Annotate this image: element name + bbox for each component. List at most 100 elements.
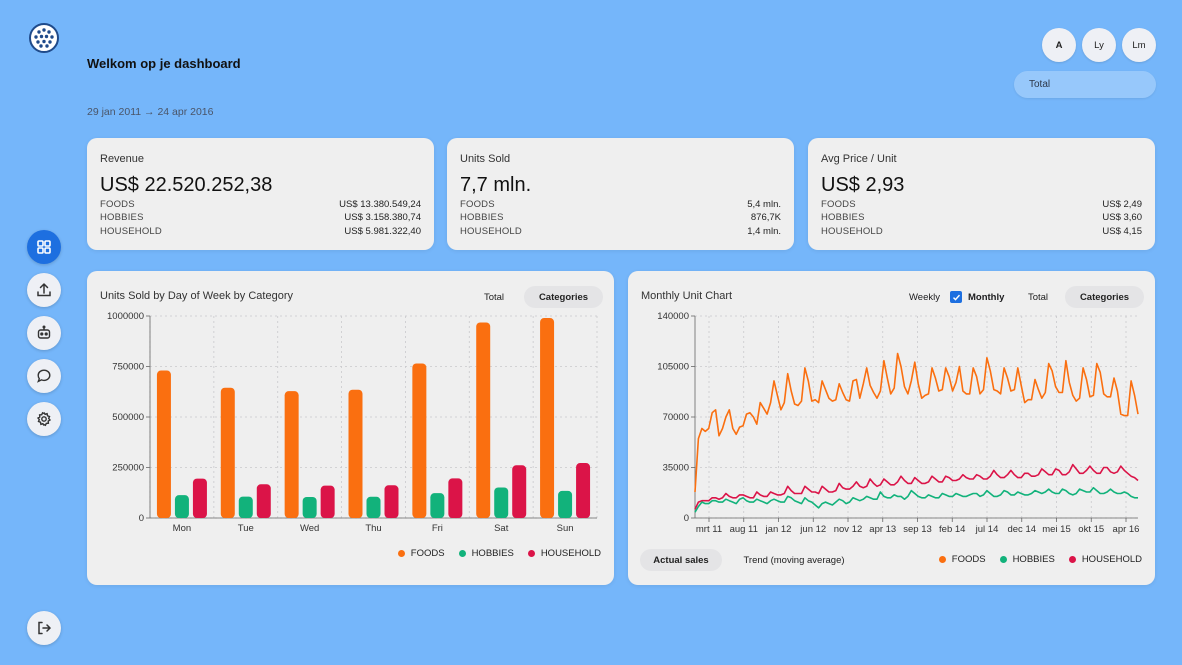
legend-item-hobbies[interactable]: HOBBIES: [458, 548, 514, 559]
monthly-checkbox[interactable]: [950, 291, 962, 303]
x-tick-label: Tue: [238, 523, 254, 534]
kpi-row-value: 1,4 mln.: [747, 225, 781, 237]
kpi-value: 7,7 mln.: [460, 174, 532, 196]
weekly-label: Weekly: [909, 291, 940, 303]
kpi-row-value: US$ 5.981.322,40: [344, 225, 421, 237]
nav-bot-button[interactable]: [27, 316, 61, 350]
y-tick-label: 250000: [112, 463, 144, 474]
household-dot-icon: [527, 550, 535, 557]
robot-icon: [37, 325, 51, 339]
bar-household: [384, 485, 399, 518]
legend-item-foods[interactable]: FOODS: [397, 548, 445, 559]
kpi-row-value: US$ 13.380.549,24: [339, 199, 421, 210]
legend-label: HOBBIES: [1012, 554, 1055, 565]
x-tick-label: jan 12: [765, 524, 792, 535]
nav-upload-button[interactable]: [27, 273, 61, 307]
kpi-row: HOUSEHOLD US$ 4,15: [821, 226, 1142, 239]
nav-settings-button[interactable]: [27, 402, 61, 436]
legend-item-household[interactable]: HOUSEHOLD: [1068, 554, 1142, 565]
kpi-row-value: US$ 3,60: [1102, 212, 1142, 224]
hobbies-dot-icon: [458, 550, 466, 557]
bar-hobbies: [558, 490, 573, 518]
x-tick-label: aug 11: [730, 524, 758, 535]
weekday-categories-toggle[interactable]: Categories: [524, 286, 603, 308]
bar-foods: [220, 387, 235, 518]
x-tick-label: Fri: [432, 523, 443, 534]
x-tick-label: okt 15: [1078, 524, 1104, 535]
kpi-value: US$ 22.520.252,38: [100, 174, 273, 196]
weekday-chart-card: Units Sold by Day of Week by Category To…: [87, 271, 614, 585]
x-tick-label: nov 12: [834, 524, 863, 535]
y-tick-label: 750000: [112, 362, 144, 373]
bar-hobbies: [302, 496, 317, 518]
upload-icon: [37, 282, 51, 297]
legend-item-household[interactable]: HOUSEHOLD: [527, 548, 601, 559]
x-tick-label: jul 14: [975, 524, 999, 535]
legend-label: HOUSEHOLD: [540, 548, 601, 559]
kpi-row-category: HOUSEHOLD: [100, 225, 162, 237]
kpi-row-value: US$ 4,15: [1102, 225, 1142, 237]
kpi-row: FOODS 5,4 mln.: [460, 199, 781, 212]
kpi-label: Avg Price / Unit: [821, 153, 897, 165]
monthly-categories-toggle[interactable]: Categories: [1065, 286, 1144, 308]
weekday-legend: FOODS HOBBIES HOUSEHOLD: [397, 548, 601, 559]
kpi-row-category: HOBBIES: [821, 212, 865, 224]
foods-dot-icon: [938, 556, 946, 563]
legend-item-hobbies[interactable]: HOBBIES: [999, 554, 1055, 565]
bar-foods: [412, 363, 427, 518]
weekly-checkbox[interactable]: [891, 291, 903, 303]
kpi-label: Units Sold: [460, 153, 511, 165]
x-tick-label: dec 14: [1007, 524, 1036, 535]
kpi-row: HOBBIES 876,7K: [460, 212, 781, 225]
store-select[interactable]: Total: [1014, 71, 1156, 98]
legend-label: FOODS: [951, 554, 986, 565]
kpi-row-value: 5,4 mln.: [747, 199, 781, 210]
bar-hobbies: [366, 496, 381, 518]
bar-hobbies: [430, 493, 445, 518]
legend-item-foods[interactable]: FOODS: [938, 554, 986, 565]
bar-household: [192, 478, 207, 518]
actual-sales-button[interactable]: Actual sales: [640, 549, 722, 571]
units-sold-card: Units Sold 7,7 mln. FOODS 5,4 mln. HOBBIE…: [447, 138, 794, 250]
date-range: 29 jan 2011 → 24 apr 2016: [87, 106, 214, 118]
kpi-row-value: US$ 2,49: [1102, 199, 1142, 210]
logout-button[interactable]: [27, 611, 61, 645]
kpi-row-category: HOBBIES: [100, 212, 144, 224]
range-last-month-button[interactable]: Lm: [1122, 28, 1156, 62]
kpi-row: FOODS US$ 2,49: [821, 199, 1142, 212]
nav-dashboard-button[interactable]: [27, 230, 61, 264]
kpi-row-category: FOODS: [460, 199, 495, 210]
hobbies-dot-icon: [999, 556, 1007, 563]
kpi-row: HOBBIES US$ 3,60: [821, 212, 1142, 225]
trend-button[interactable]: Trend (moving average): [743, 554, 845, 566]
bar-foods: [348, 389, 363, 518]
x-tick-label: jun 12: [799, 524, 826, 535]
y-tick-label: 0: [139, 513, 144, 524]
weekday-total-toggle[interactable]: Total: [483, 291, 505, 303]
weekly-checkbox-group[interactable]: Weekly: [891, 291, 940, 303]
range-last-year-button[interactable]: Ly: [1082, 28, 1116, 62]
foods-dot-icon: [397, 550, 405, 557]
check-icon: [952, 294, 960, 301]
legend-label: HOBBIES: [471, 548, 514, 559]
bar-hobbies: [494, 487, 509, 518]
y-tick-label: 140000: [657, 311, 689, 322]
chart-title: Monthly Unit Chart: [641, 290, 733, 302]
monthly-total-toggle[interactable]: Total: [1027, 291, 1049, 303]
monthly-checkbox-group[interactable]: Monthly: [950, 291, 1004, 303]
bar-household: [576, 463, 591, 518]
bar-foods: [284, 391, 299, 518]
monthly-legend: FOODS HOBBIES HOUSEHOLD: [938, 554, 1142, 565]
app-logo[interactable]: [29, 23, 59, 53]
series-line-household: [694, 463, 1139, 510]
x-tick-label: mrt 11: [696, 524, 722, 535]
kpi-row: HOUSEHOLD US$ 5.981.322,40: [100, 226, 421, 239]
range-all-button[interactable]: A: [1042, 28, 1076, 62]
legend-label: FOODS: [410, 548, 445, 559]
bar-hobbies: [238, 496, 253, 518]
kpi-row-value: US$ 3.158.380,74: [344, 212, 421, 224]
nav-chat-button[interactable]: [27, 359, 61, 393]
grid-icon: [37, 240, 51, 254]
page-title: Welkom op je dashboard: [87, 56, 241, 71]
kpi-row-value: 876,7K: [750, 212, 781, 224]
